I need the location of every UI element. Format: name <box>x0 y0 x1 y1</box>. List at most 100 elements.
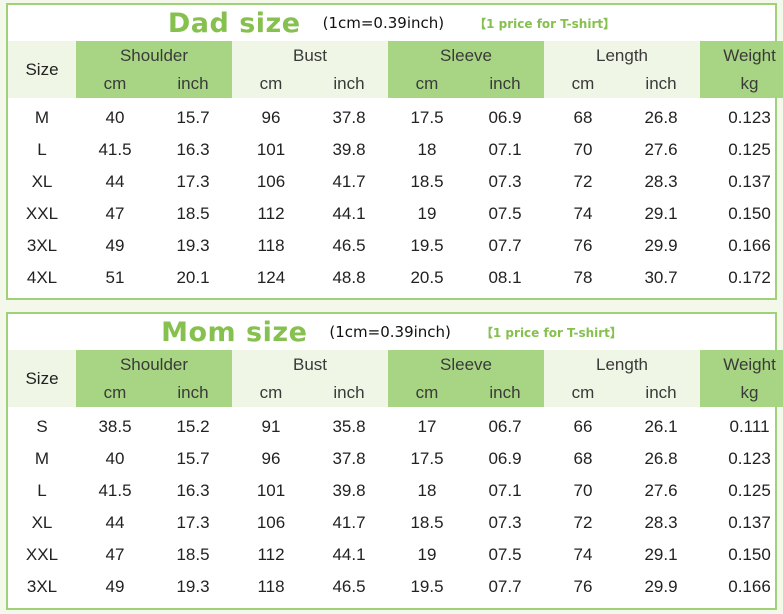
weight-header: Weight <box>700 350 783 379</box>
measurement-cell: 96 <box>261 108 281 127</box>
measurement-cell: 47 <box>105 204 125 223</box>
mom-size-table: Size Shoulder Bust Sleeve Length Weight … <box>8 350 783 603</box>
measurement-cell: 07.3 <box>488 172 522 191</box>
measurement-cell: 44.1 <box>332 545 366 564</box>
measurement-cell: 44 <box>105 172 125 191</box>
measurement-cell: 26.8 <box>644 449 678 468</box>
measurement-cell: 17.3 <box>176 513 210 532</box>
measurement-cell: 20.1 <box>176 268 210 287</box>
measurement-cell: 0.137 <box>728 513 771 532</box>
measurement-cell: 07.1 <box>488 481 522 500</box>
measurement-cell: 27.6 <box>644 481 678 500</box>
measurement-cell: 37.8 <box>332 108 366 127</box>
measurement-cell: 0.123 <box>728 108 771 127</box>
dad-size-panel: Dad size (1cm=0.39inch) 【1 price for T-s… <box>6 3 783 300</box>
measurement-cell: 26.1 <box>644 417 678 436</box>
measurement-cell: 106 <box>256 513 286 532</box>
size-header: Size <box>8 350 76 407</box>
size-header: Size <box>8 41 76 98</box>
measurement-cell: 37.8 <box>332 449 366 468</box>
measurement-cell: 112 <box>257 545 285 564</box>
table-row: 3XL 49 19.3 118 46.5 19.5 07.7 76 29.9 0.166 <box>8 571 783 603</box>
measurement-cell: 49 <box>105 236 125 255</box>
table-row: L 41.5 16.3 101 39.8 18 07.1 70 27.6 0.125 <box>8 134 783 166</box>
measurement-cell: 47 <box>105 545 125 564</box>
measurement-cell: 15.7 <box>176 108 210 127</box>
bust-header: Bust <box>232 350 388 379</box>
measurement-cell: 0.137 <box>728 172 771 191</box>
measurement-cell: 20.5 <box>410 268 444 287</box>
measurement-cell: 46.5 <box>332 236 366 255</box>
measurement-cell: 18 <box>417 140 437 159</box>
dad-conversion-note: (1cm=0.39inch) <box>322 14 445 32</box>
dad-price-note: 【1 price for T-shirt】 <box>474 16 616 31</box>
measurement-cell: 29.9 <box>644 236 678 255</box>
size-label-cell: XXL <box>25 545 59 564</box>
measurement-cell: 41.5 <box>98 481 132 500</box>
size-label-cell: XXL <box>25 204 59 223</box>
shoulder-header: Shoulder <box>76 41 232 70</box>
measurement-cell: 49 <box>105 577 125 596</box>
measurement-cell: 70 <box>573 140 593 159</box>
measurement-cell: 17 <box>417 417 437 436</box>
unit-cell: cm <box>76 70 154 98</box>
measurement-cell: 18.5 <box>176 545 210 564</box>
table-row: M 40 15.7 96 37.8 17.5 06.9 68 26.8 0.123 <box>8 443 783 475</box>
measurement-cell: 0.166 <box>728 236 771 255</box>
measurement-cell: 112 <box>257 204 285 223</box>
measurement-cell: 07.5 <box>488 545 522 564</box>
unit-cell: inch <box>310 379 388 407</box>
measurement-cell: 0.123 <box>728 449 771 468</box>
measurement-cell: 96 <box>261 449 281 468</box>
measurement-cell: 68 <box>573 108 593 127</box>
weight-header: Weight <box>700 41 783 70</box>
size-label-cell: L <box>37 481 47 500</box>
shoulder-header: Shoulder <box>76 350 232 379</box>
measurement-cell: 44.1 <box>332 204 366 223</box>
mom-title-row: Mom size (1cm=0.39inch) 【1 price for T-s… <box>8 314 775 350</box>
table-row: M 40 15.7 96 37.8 17.5 06.9 68 26.8 0.123 <box>8 98 783 134</box>
size-label-cell: 3XL <box>26 577 58 596</box>
measurement-cell: 08.1 <box>488 268 522 287</box>
measurement-cell: 0.125 <box>728 481 771 500</box>
measurement-cell: 101 <box>256 140 286 159</box>
table-row: 3XL 49 19.3 118 46.5 19.5 07.7 76 29.9 0.166 <box>8 230 783 262</box>
table-row: XXL 47 18.5 112 44.1 19 07.5 74 29.1 0.150 <box>8 198 783 230</box>
measurement-cell: 41.5 <box>98 140 132 159</box>
size-label-cell: 3XL <box>26 236 58 255</box>
mom-price-note: 【1 price for T-shirt】 <box>480 325 622 340</box>
measurement-cell: 30.7 <box>644 268 678 287</box>
measurement-cell: 18 <box>417 481 437 500</box>
table-row: XL 44 17.3 106 41.7 18.5 07.3 72 28.3 0.137 <box>8 507 783 539</box>
measurement-cell: 07.5 <box>488 204 522 223</box>
table-row: S 38.5 15.2 91 35.8 17 06.7 66 26.1 0.111 <box>8 407 783 443</box>
mom-table-body: S 38.5 15.2 91 35.8 17 06.7 66 26.1 0.111 M 40 15.7 9… <box>8 407 783 603</box>
measurement-cell: 0.172 <box>728 268 771 287</box>
measurement-cell: 19.3 <box>176 577 210 596</box>
measurement-cell: 16.3 <box>176 481 210 500</box>
measurement-cell: 17.3 <box>176 172 210 191</box>
measurement-cell: 19 <box>417 545 437 564</box>
unit-cell: inch <box>466 379 545 407</box>
unit-cell: kg <box>700 379 783 407</box>
unit-cell: cm <box>388 70 466 98</box>
measurement-cell: 78 <box>573 268 593 287</box>
unit-cell: inch <box>466 70 545 98</box>
size-label-cell: XL <box>31 172 53 191</box>
unit-cell: cm <box>232 379 310 407</box>
measurement-cell: 18.5 <box>410 513 444 532</box>
unit-cell: inch <box>154 70 232 98</box>
measurement-cell: 15.2 <box>176 417 210 436</box>
measurement-cell: 72 <box>573 513 593 532</box>
measurement-cell: 29.1 <box>644 545 678 564</box>
measurement-cell: 0.125 <box>728 140 771 159</box>
measurement-cell: 72 <box>573 172 593 191</box>
measurement-cell: 18.5 <box>410 172 444 191</box>
size-label-cell: M <box>34 108 50 127</box>
measurement-cell: 101 <box>256 481 286 500</box>
measurement-cell: 16.3 <box>176 140 210 159</box>
size-label-cell: 4XL <box>26 268 58 287</box>
measurement-cell: 124 <box>256 268 286 287</box>
measurement-cell: 106 <box>256 172 286 191</box>
unit-cell: kg <box>700 70 783 98</box>
